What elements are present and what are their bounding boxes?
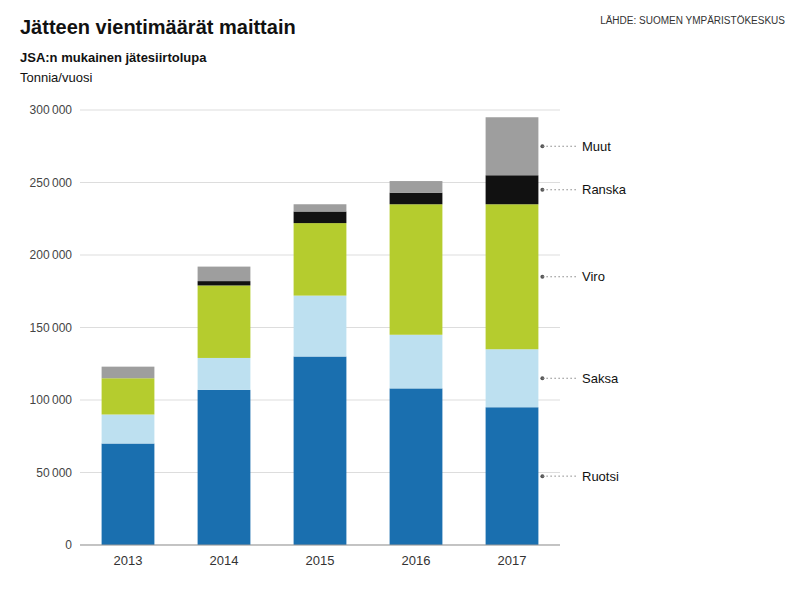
bar-segment [198, 281, 251, 285]
y-tick-label: 250 000 [30, 176, 73, 190]
subtitle: JSA:n mukainen jätesiirtolupa [20, 50, 207, 65]
x-tick-label: 2013 [114, 553, 143, 568]
y-axis: 0 50 000 100 000 150 000 200 000 250 000 300 0… [30, 103, 560, 552]
bar-segment [390, 335, 443, 389]
bar-segment [198, 390, 251, 545]
x-axis-line [80, 545, 560, 546]
series-label: Ruotsi [582, 469, 619, 484]
series-label: Ranska [582, 182, 627, 197]
bar-segment [102, 444, 155, 546]
y-tick-label: 200 000 [30, 248, 73, 262]
y-tick-label: 150 000 [30, 321, 73, 335]
grid-line [80, 545, 560, 546]
series [198, 175, 539, 285]
title: Jätteen vientimäärät maittain [20, 16, 296, 38]
y-tick-label: 300 000 [30, 103, 73, 117]
bar-segment [294, 223, 347, 296]
leader-line [542, 146, 577, 147]
bars [102, 117, 539, 545]
y-tick-label: 100 000 [30, 393, 73, 407]
x-tick-label: 2017 [498, 553, 527, 568]
series-label: Viro [582, 269, 605, 284]
x-axis: 2013 2014 2015 2016 2017 [80, 545, 560, 568]
x-tick-label: 2015 [306, 553, 335, 568]
bar-segment [486, 407, 539, 545]
bar-segment [390, 193, 443, 205]
source: LÄHDE: SUOMEN YMPÄRISTÖKESKUS [600, 15, 785, 26]
bar-segment [294, 204, 347, 211]
bar-segment [486, 175, 539, 204]
bar-segment [486, 349, 539, 407]
bar-segment [198, 285, 251, 358]
series-labels: Ruotsi Saksa Viro Ranska Muut [540, 139, 626, 484]
bar-segment [294, 212, 347, 224]
series [102, 117, 539, 378]
leader-line [542, 476, 577, 477]
series [102, 296, 539, 444]
grid-line [80, 110, 560, 111]
bar-segment [294, 357, 347, 546]
bar-segment [198, 358, 251, 390]
bar-segment [486, 117, 539, 175]
bar-segment [102, 378, 155, 414]
y-tick-label: 50 000 [36, 466, 72, 480]
leader-line [542, 276, 577, 277]
bar-segment [390, 181, 443, 193]
series [102, 357, 539, 546]
series-label: Muut [582, 139, 611, 154]
y-axis-label: Tonnia/vuosi [20, 70, 92, 85]
x-tick-label: 2016 [402, 553, 431, 568]
bar-segment [198, 267, 251, 282]
series-label: Saksa [582, 371, 619, 386]
x-tick-label: 2014 [210, 553, 239, 568]
leader-line [542, 378, 577, 379]
bar-segment [102, 367, 155, 379]
y-tick-label: 0 [65, 538, 72, 552]
series [102, 204, 539, 414]
bar-segment [294, 296, 347, 357]
leader-line [542, 189, 577, 190]
bar-segment [486, 204, 539, 349]
bar-segment [102, 415, 155, 444]
chart: Jätteen vientimäärät maittain JSA:n mukai… [0, 0, 800, 600]
bar-segment [390, 388, 443, 545]
bar-segment [390, 204, 443, 335]
